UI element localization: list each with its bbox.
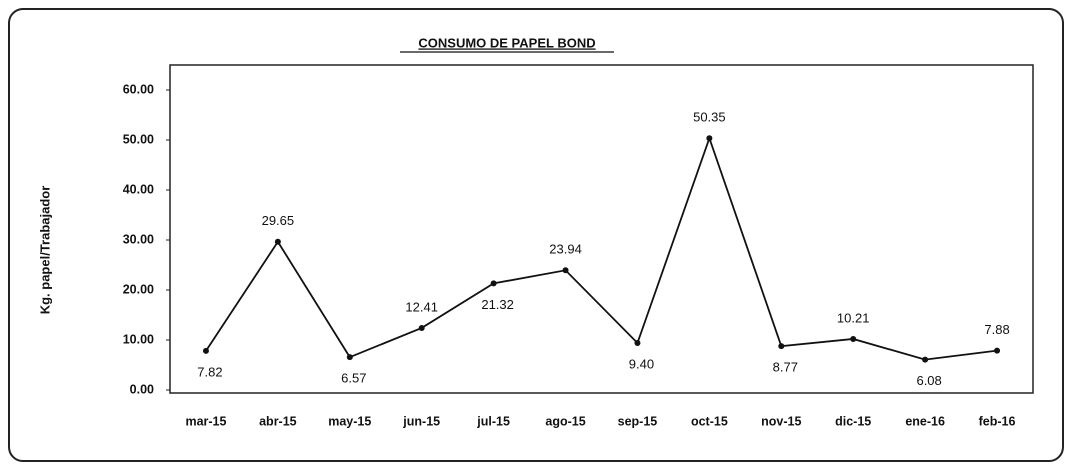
line (205, 135, 998, 361)
point (274, 238, 281, 245)
plot-area (169, 64, 1034, 394)
y-tick-label: 50.00 (123, 132, 154, 146)
chart-title: CONSUMO DE PAPEL BOND (418, 35, 595, 50)
data-label: 9.40 (629, 356, 654, 371)
point (706, 135, 713, 142)
data-label: 50.35 (693, 110, 726, 125)
frame (8, 8, 1064, 462)
data-label: 6.08 (916, 373, 941, 388)
data-label: 8.77 (773, 360, 798, 375)
point (778, 343, 785, 350)
x-tick-label: feb-16 (979, 414, 1016, 428)
point (634, 340, 641, 346)
y-axis-label: Kg. papel/Trabajador (37, 186, 52, 315)
x-tick-label: abr-15 (259, 414, 297, 428)
point (418, 324, 425, 331)
x-tick-label: jul-15 (476, 414, 510, 428)
data-label: 10.21 (837, 310, 870, 325)
point (850, 335, 857, 342)
point (994, 347, 1001, 354)
x-tick-label: ene-16 (905, 414, 945, 428)
y-tick-label: 40.00 (123, 182, 154, 196)
x-tick-label: may-15 (328, 414, 371, 428)
y-tick-label: 30.00 (123, 232, 154, 246)
y-tick-label: 0.00 (130, 382, 154, 396)
data-label: 7.88 (984, 322, 1009, 337)
data-label: 7.82 (197, 364, 222, 379)
x-tick-label: nov-15 (761, 414, 801, 428)
point (922, 356, 929, 363)
y-tick-label: 10.00 (123, 332, 154, 346)
x-tick-label: sep-15 (618, 414, 658, 428)
y-tick-label: 60.00 (123, 82, 154, 96)
point (346, 354, 353, 361)
x-tick-label: ago-15 (545, 414, 585, 428)
x-tick-label: mar-15 (185, 414, 226, 428)
data-label: 6.57 (341, 371, 366, 386)
x-tick-label: oct-15 (691, 414, 728, 428)
x-tick-label: jun-15 (402, 414, 440, 428)
data-label: 12.41 (405, 299, 438, 314)
data-label: 23.94 (549, 242, 582, 257)
data-label: 29.65 (262, 213, 295, 228)
point (562, 267, 569, 274)
point (202, 347, 209, 354)
y-tick-label: 20.00 (123, 282, 154, 296)
x-tick-label: dic-15 (835, 414, 871, 428)
point (490, 280, 497, 287)
data-label: 21.32 (481, 297, 514, 312)
